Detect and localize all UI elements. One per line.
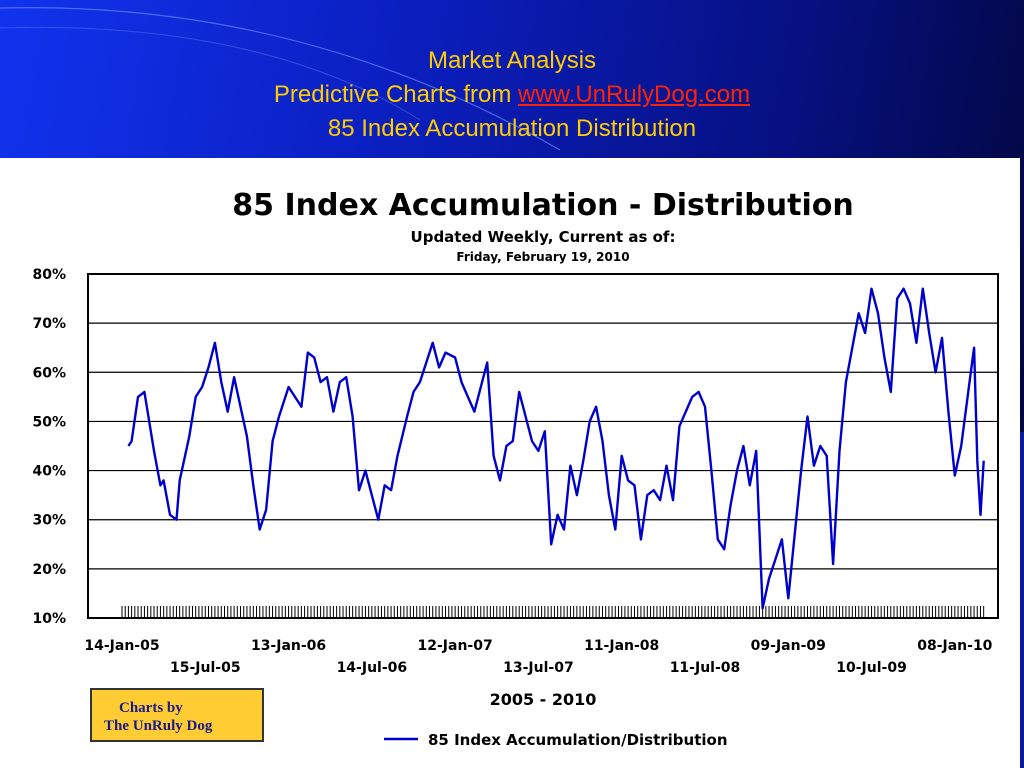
x-tick-label: 11-Jan-08	[584, 638, 659, 654]
x-tick-label: 12-Jan-07	[418, 638, 493, 654]
chart-svg: 85 Index Accumulation - Distribution Upd…	[32, 188, 999, 749]
x-tick-label: 14-Jul-06	[337, 660, 408, 676]
chart-panel: 85 Index Accumulation - Distribution Upd…	[0, 158, 1020, 768]
y-tick-label: 10%	[32, 611, 66, 627]
unrulydog-link[interactable]: www.UnRulyDog.com	[518, 81, 751, 108]
y-tick-label: 60%	[32, 365, 66, 381]
plot-area	[87, 273, 999, 619]
x-tick-label: 13-Jul-07	[503, 660, 574, 676]
x-tick-label: 08-Jan-10	[917, 638, 992, 654]
slide-subtitle: Predictive Charts from www.UnRulyDog.com	[0, 78, 1024, 112]
chart-title: 85 Index Accumulation - Distribution	[232, 188, 853, 223]
y-tick-label: 40%	[32, 464, 66, 480]
y-tick-label: 80%	[32, 267, 66, 283]
legend-label: 85 Index Accumulation/Distribution	[428, 731, 728, 749]
grid-lines	[88, 322, 998, 570]
series-line	[127, 287, 985, 610]
x-tick-label: 09-Jan-09	[751, 638, 826, 654]
x-tick-label: 10-Jul-09	[836, 660, 907, 676]
slide-title: Market Analysis	[427, 47, 597, 74]
x-tick-label: 15-Jul-05	[170, 660, 241, 676]
y-tick-label: 20%	[32, 562, 66, 578]
header-swoosh-decoration	[0, 7, 561, 151]
credit-box: Charts by The UnRuly Dog	[90, 688, 264, 742]
slide-chart-caption: 85 Index Accumulation Distribution	[327, 115, 697, 142]
chart-subtitle-1: Updated Weekly, Current as of:	[411, 228, 676, 246]
x-axis-minor-ticks	[121, 606, 985, 618]
credit-line-2: The UnRuly Dog	[104, 718, 213, 734]
slide-edge	[1020, 432, 1024, 768]
y-tick-label: 30%	[32, 513, 66, 529]
x-axis-title: 2005 - 2010	[490, 690, 597, 709]
slide-header: Market Analysis Predictive Charts from w…	[0, 44, 1024, 146]
y-tick-label: 70%	[32, 316, 66, 332]
y-tick-label: 50%	[32, 414, 66, 430]
chart-subtitle-2: Friday, February 19, 2010	[456, 250, 629, 264]
x-tick-label: 11-Jul-08	[670, 660, 741, 676]
credit-line-1: Charts by	[119, 700, 183, 716]
x-tick-label: 13-Jan-06	[251, 638, 326, 654]
x-axis-labels: 14-Jan-05 13-Jan-06 12-Jan-07 11-Jan-08 09-J…	[84, 638, 992, 676]
subtitle-prefix: Predictive Charts from	[273, 81, 518, 108]
x-tick-label: 14-Jan-05	[84, 638, 159, 654]
y-axis-labels: 10% 20% 30% 40% 50% 60% 70% 80%	[32, 267, 66, 627]
